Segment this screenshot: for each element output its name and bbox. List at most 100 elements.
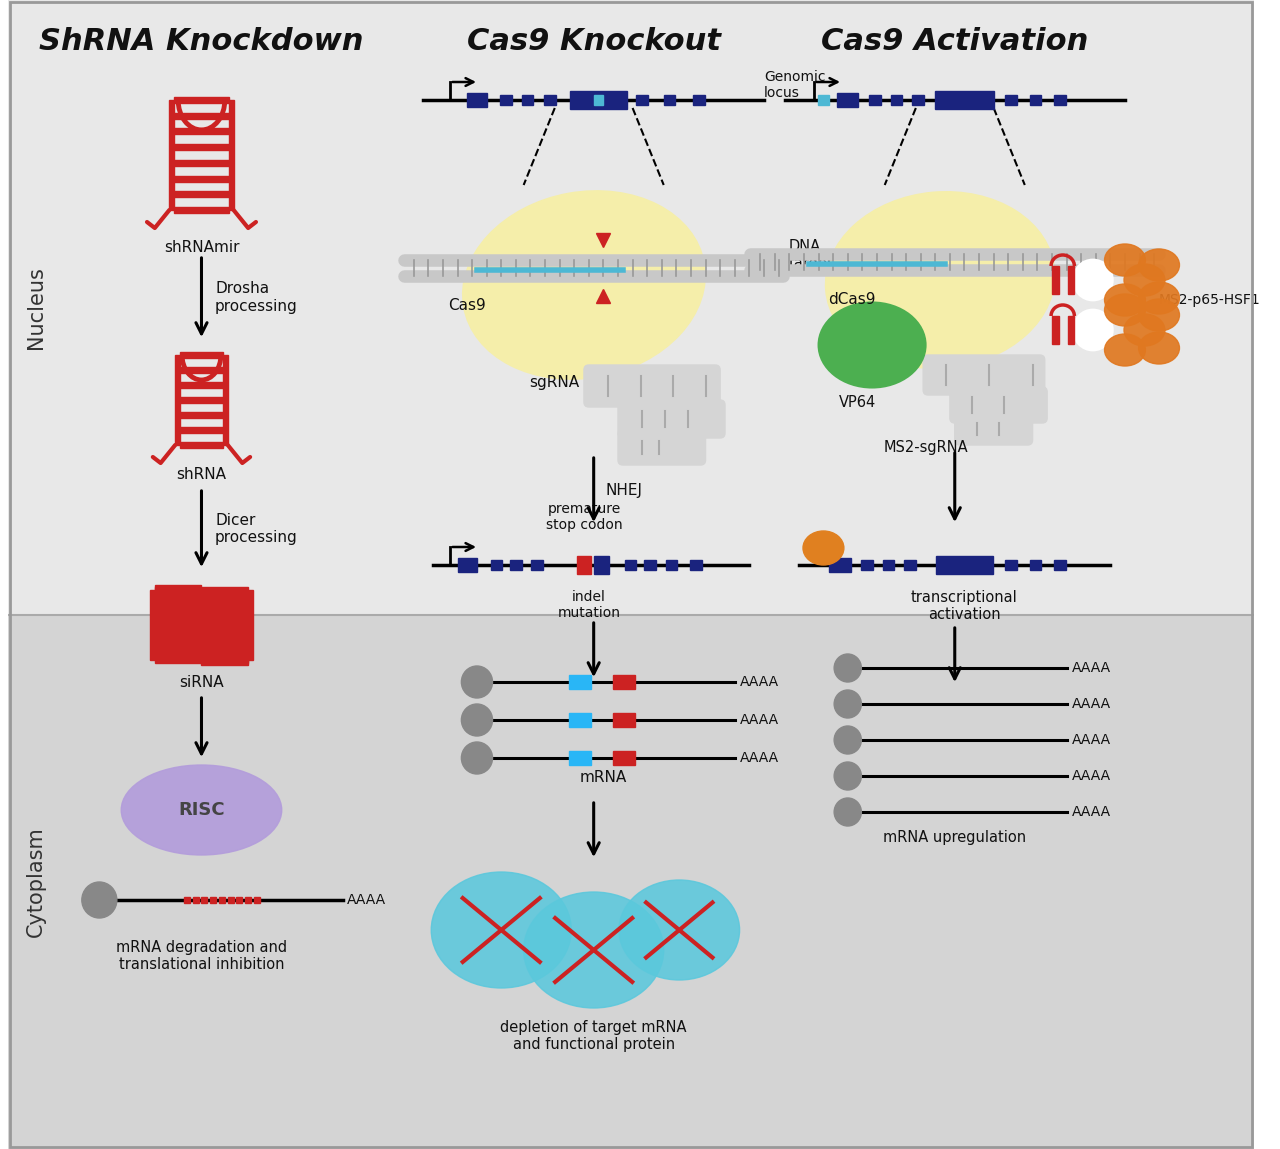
Bar bbox=[692, 95, 704, 105]
Text: shRNA: shRNA bbox=[177, 466, 227, 481]
Bar bbox=[174, 207, 229, 213]
FancyBboxPatch shape bbox=[950, 387, 1047, 423]
Bar bbox=[467, 93, 486, 107]
Bar bbox=[155, 650, 248, 656]
Text: depletion of target mRNA
and functional protein: depletion of target mRNA and functional … bbox=[500, 1020, 687, 1052]
Text: Cas9 Knockout: Cas9 Knockout bbox=[467, 28, 721, 56]
Bar bbox=[223, 355, 228, 445]
Bar bbox=[613, 674, 635, 689]
Bar bbox=[174, 113, 229, 118]
Ellipse shape bbox=[620, 880, 740, 980]
Bar bbox=[155, 622, 248, 629]
Ellipse shape bbox=[819, 302, 925, 387]
Text: AAAA: AAAA bbox=[347, 893, 387, 907]
Bar bbox=[174, 176, 229, 182]
Bar bbox=[184, 897, 189, 903]
Bar bbox=[883, 560, 895, 570]
Bar bbox=[644, 560, 655, 570]
Bar bbox=[625, 560, 636, 570]
Bar bbox=[174, 160, 229, 165]
Bar bbox=[531, 560, 543, 570]
Bar bbox=[1068, 316, 1074, 344]
Bar bbox=[1052, 316, 1059, 344]
Ellipse shape bbox=[803, 531, 844, 565]
Text: AAAA: AAAA bbox=[1071, 733, 1111, 747]
Text: VP64: VP64 bbox=[838, 395, 876, 410]
Bar bbox=[666, 560, 677, 570]
Bar bbox=[490, 560, 502, 570]
Bar bbox=[522, 95, 534, 105]
Bar bbox=[457, 558, 477, 572]
Circle shape bbox=[461, 704, 493, 737]
Bar bbox=[155, 629, 248, 635]
Circle shape bbox=[835, 762, 861, 791]
Bar bbox=[169, 100, 174, 210]
Text: Nucleus: Nucleus bbox=[26, 265, 46, 349]
Text: AAAA: AAAA bbox=[1071, 661, 1111, 674]
Bar bbox=[180, 442, 223, 448]
Bar bbox=[229, 100, 233, 210]
Text: premature
stop codon: premature stop codon bbox=[545, 502, 622, 532]
Bar bbox=[500, 95, 512, 105]
Text: siRNA: siRNA bbox=[179, 674, 224, 691]
Bar bbox=[228, 897, 233, 903]
Text: Cas9 Activation: Cas9 Activation bbox=[820, 28, 1088, 56]
Bar bbox=[570, 751, 591, 765]
Bar bbox=[9, 615, 1253, 1149]
Bar bbox=[201, 660, 248, 665]
Text: AAAA: AAAA bbox=[740, 751, 778, 765]
Ellipse shape bbox=[524, 892, 664, 1008]
Text: RISC: RISC bbox=[178, 801, 225, 819]
Bar bbox=[1053, 560, 1066, 570]
Text: AAAA: AAAA bbox=[1071, 769, 1111, 782]
Text: mRNA upregulation: mRNA upregulation bbox=[883, 830, 1027, 845]
Circle shape bbox=[82, 882, 116, 918]
Bar bbox=[664, 95, 676, 105]
Text: mRNA: mRNA bbox=[580, 770, 627, 785]
Circle shape bbox=[835, 726, 861, 754]
Text: AAAA: AAAA bbox=[1071, 697, 1111, 711]
Bar bbox=[180, 427, 223, 433]
Ellipse shape bbox=[1139, 332, 1179, 364]
Bar bbox=[219, 897, 225, 903]
Text: mRNA degradation and
translational inhibition: mRNA degradation and translational inhib… bbox=[116, 940, 287, 972]
Ellipse shape bbox=[1124, 264, 1165, 296]
Bar bbox=[246, 897, 251, 903]
Bar bbox=[193, 897, 198, 903]
Bar bbox=[936, 91, 993, 109]
Ellipse shape bbox=[1105, 244, 1146, 276]
Bar bbox=[155, 637, 248, 642]
Bar bbox=[180, 398, 223, 403]
Text: Genomic
locus: Genomic locus bbox=[764, 70, 826, 100]
Circle shape bbox=[835, 799, 861, 826]
Text: indel
mutation: indel mutation bbox=[557, 589, 621, 620]
Bar bbox=[150, 589, 155, 660]
Bar bbox=[180, 412, 223, 418]
Bar bbox=[174, 97, 229, 103]
FancyBboxPatch shape bbox=[618, 430, 705, 465]
Ellipse shape bbox=[431, 872, 571, 988]
Bar bbox=[911, 95, 924, 105]
Text: AAAA: AAAA bbox=[740, 714, 778, 727]
Bar bbox=[837, 93, 859, 107]
Circle shape bbox=[461, 742, 493, 774]
Bar bbox=[577, 556, 591, 574]
Bar bbox=[594, 95, 603, 105]
Text: transcriptional
activation: transcriptional activation bbox=[911, 589, 1018, 623]
Bar bbox=[613, 751, 635, 765]
Ellipse shape bbox=[122, 765, 282, 855]
Bar bbox=[155, 594, 248, 600]
Bar bbox=[180, 352, 223, 358]
Circle shape bbox=[1074, 310, 1112, 350]
Bar bbox=[201, 897, 207, 903]
Text: ShRNA Knockdown: ShRNA Knockdown bbox=[40, 28, 364, 56]
Bar bbox=[1005, 560, 1018, 570]
Circle shape bbox=[461, 666, 493, 697]
Bar bbox=[155, 585, 201, 589]
Text: Drosha
processing: Drosha processing bbox=[215, 282, 298, 314]
FancyBboxPatch shape bbox=[584, 365, 721, 407]
Bar bbox=[936, 556, 993, 574]
FancyBboxPatch shape bbox=[618, 400, 724, 438]
Text: AAAA: AAAA bbox=[740, 674, 778, 689]
Ellipse shape bbox=[1139, 249, 1179, 282]
